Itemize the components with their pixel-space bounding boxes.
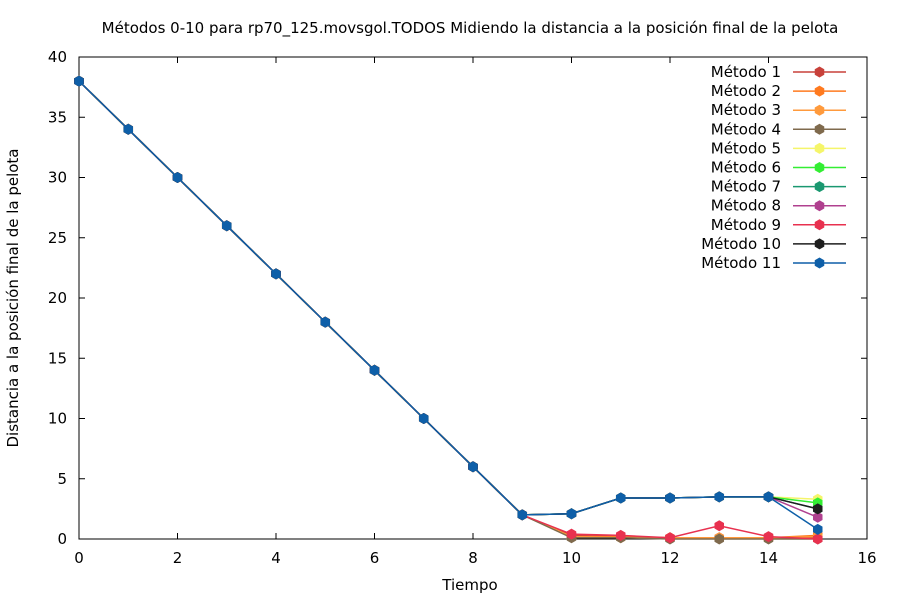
- x-tick-label: 2: [173, 549, 183, 567]
- series-line: [78, 80, 818, 516]
- x-tick-label: 8: [468, 549, 478, 567]
- x-tick-label: 14: [759, 549, 778, 567]
- legend-swatch-marker: [814, 123, 825, 135]
- data-point: [714, 491, 725, 503]
- legend-label: Método 4: [711, 120, 781, 138]
- x-tick-label: 6: [370, 549, 380, 567]
- data-point: [812, 511, 823, 523]
- x-axis: 0 2 4 6 8 10 12 14 16: [74, 57, 877, 567]
- data-point: [615, 492, 626, 504]
- data-point: [714, 533, 725, 545]
- data-point: [763, 491, 774, 503]
- data-point: [566, 508, 577, 520]
- legend-label: Método 2: [711, 82, 781, 100]
- data-point: [714, 520, 725, 532]
- data-point: [369, 364, 380, 376]
- legend-label: Método 10: [701, 235, 781, 253]
- data-point: [665, 492, 675, 504]
- legend-swatch-marker: [814, 200, 825, 212]
- data-point: [763, 531, 774, 543]
- data-point: [172, 172, 183, 183]
- x-tick-label: 4: [271, 549, 281, 567]
- series-line: [78, 80, 818, 540]
- legend-label: Método 3: [711, 101, 781, 119]
- data-point: [74, 75, 84, 87]
- y-axis: 0 5 10 15 20 25 30 35 40: [48, 48, 867, 548]
- legend-label: Método 1: [711, 63, 781, 81]
- legend-label: Método 6: [711, 159, 781, 177]
- data-point: [566, 528, 577, 540]
- legend-label: Método 5: [711, 139, 781, 157]
- legend-label: Método 9: [711, 216, 781, 234]
- x-tick-label: 0: [74, 549, 84, 567]
- x-tick-label: 12: [660, 549, 679, 567]
- legend-label: Método 11: [701, 254, 781, 272]
- y-tick-label: 30: [48, 169, 67, 187]
- series-layer: [74, 75, 823, 545]
- y-tick-label: 20: [48, 289, 67, 307]
- y-tick-label: 25: [48, 229, 67, 247]
- y-tick-label: 40: [48, 48, 67, 66]
- data-point: [468, 461, 478, 473]
- y-tick-label: 35: [48, 108, 67, 126]
- series-11: [74, 75, 823, 535]
- legend-swatch-marker: [814, 162, 825, 173]
- data-point: [812, 503, 823, 515]
- chart-title: Métodos 0-10 para rp70_125.movsgol.TODOS…: [102, 19, 839, 38]
- legend-swatch-marker: [814, 104, 825, 116]
- data-point: [812, 533, 823, 545]
- data-point: [271, 268, 281, 280]
- series-line: [78, 80, 818, 540]
- data-point: [123, 123, 134, 135]
- series-line: [78, 80, 819, 519]
- data-point: [615, 529, 626, 541]
- legend-swatch-marker: [814, 219, 825, 231]
- legend-label: Método 8: [711, 197, 781, 215]
- series-line: [78, 80, 818, 539]
- data-point: [812, 523, 823, 535]
- series-line: [78, 80, 818, 516]
- legend-swatch-marker: [814, 66, 825, 78]
- x-tick-label: 16: [857, 549, 876, 567]
- legend-swatch-marker: [814, 85, 825, 97]
- legend-swatch-marker: [814, 257, 825, 269]
- legend-label: Método 7: [711, 178, 781, 196]
- legend-swatch-marker: [814, 238, 825, 250]
- data-point: [221, 220, 232, 232]
- y-tick-label: 10: [48, 410, 67, 428]
- legend-swatch-marker: [814, 142, 825, 154]
- legend-swatch-marker: [814, 181, 825, 193]
- series-line: [78, 80, 818, 539]
- x-tick-label: 10: [562, 549, 581, 567]
- series-line: [78, 80, 818, 516]
- y-tick-label: 5: [57, 470, 67, 488]
- x-axis-label: Tiempo: [441, 576, 497, 594]
- series-line: [78, 80, 818, 539]
- data-point: [665, 532, 675, 544]
- y-tick-label: 15: [48, 349, 67, 367]
- series-line: [78, 80, 818, 516]
- data-point: [517, 509, 528, 521]
- y-axis-label: Distancia a la posición final de la pelo…: [4, 148, 22, 447]
- y-tick-label: 0: [57, 530, 67, 548]
- data-point: [320, 316, 331, 328]
- series-line: [78, 80, 819, 530]
- data-point: [418, 413, 429, 424]
